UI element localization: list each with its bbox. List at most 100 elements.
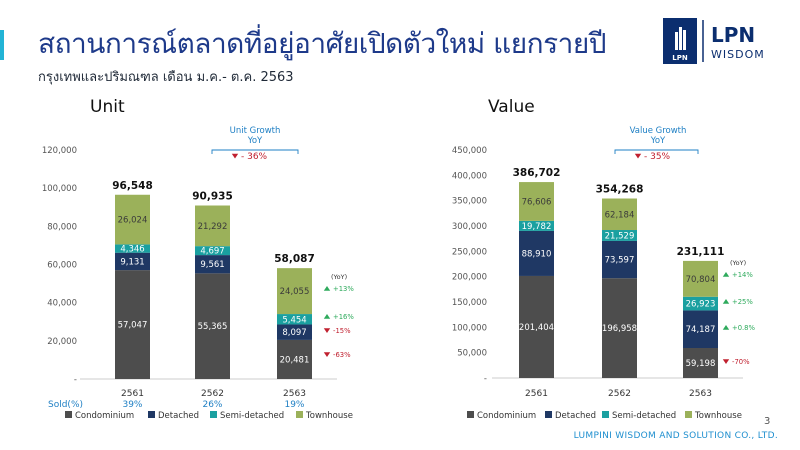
y-tick-label: 250,000	[452, 247, 487, 257]
legend-swatch	[148, 411, 155, 418]
logo-bottom-text: WISDOM	[711, 48, 765, 61]
chart-title: Unit	[90, 97, 125, 117]
y-tick-label: 200,000	[452, 273, 487, 283]
legend-entry: Condominium	[477, 411, 536, 421]
bar-total-label: 354,268	[596, 184, 644, 196]
bar-segment-townhouse	[602, 198, 637, 231]
bar-data-label: 201,404	[519, 323, 554, 333]
bar-segment-condominium	[519, 275, 554, 378]
lpn-wisdom-logo: LPN LPN WISDOM	[663, 18, 765, 64]
y-tick-label: 100,000	[452, 323, 487, 333]
yoy-label: (YoY)	[730, 259, 746, 267]
growth-value: - 35%	[644, 152, 671, 162]
bar-total-label: 231,111	[677, 246, 725, 258]
bar-data-label: 24,055	[280, 287, 310, 297]
bar-segment-semi-detached	[195, 246, 230, 256]
yoy-up-icon	[323, 285, 331, 291]
y-tick-label: 60,000	[47, 261, 77, 271]
bar-data-label: 21,292	[198, 222, 228, 232]
bar-data-label: 62,184	[605, 210, 635, 220]
bar-segment-townhouse	[519, 182, 554, 221]
bar-segment-detached	[602, 240, 637, 279]
bar-segment-townhouse	[683, 260, 718, 297]
x-category-label: 2563	[283, 389, 306, 399]
sold-percent: 19%	[284, 400, 304, 410]
x-category-label: 2562	[608, 389, 631, 399]
y-tick-label: -	[484, 374, 487, 384]
x-category-label: 2563	[689, 389, 712, 399]
y-tick-label: 100,000	[42, 184, 77, 194]
growth-bracket	[211, 149, 299, 154]
bar-segment-semi-detached	[115, 244, 150, 253]
y-tick-label: 300,000	[452, 222, 487, 232]
yoy-value: +16%	[333, 313, 354, 321]
bar-data-label: 26,923	[686, 300, 716, 310]
bar-data-label: 73,597	[605, 256, 635, 266]
bar-segment-detached	[519, 230, 554, 276]
legend-entry: Semi-detached	[220, 411, 284, 421]
legend-swatch	[65, 411, 72, 418]
yoy-value: +14%	[732, 271, 753, 279]
yoy-up-icon	[722, 298, 730, 304]
bar-segment-detached	[277, 324, 312, 340]
sold-percent: 39%	[122, 400, 142, 410]
bar-data-label: 196,958	[602, 324, 637, 334]
legend-swatch	[467, 411, 474, 418]
y-tick-label: 350,000	[452, 197, 487, 207]
growth-bracket	[614, 149, 699, 154]
bar-data-label: 5,454	[282, 315, 306, 325]
bar-segment-semi-detached	[277, 314, 312, 325]
yoy-down-icon	[323, 328, 331, 334]
legend-entry: Semi-detached	[612, 411, 676, 421]
legend-entry: Townhouse	[694, 411, 742, 421]
bar-data-label: 4,697	[200, 247, 224, 257]
legend-swatch	[545, 411, 552, 418]
yoy-value: +0.8%	[732, 324, 756, 332]
bar-data-label: 26,024	[118, 216, 148, 226]
bar-segment-condominium	[683, 348, 718, 378]
x-category-label: 2561	[525, 389, 548, 399]
yoy-up-icon	[722, 271, 730, 277]
slide-title: สถานการณ์ตลาดที่อยู่อาศัยเปิดตัวใหม่ แยก…	[38, 27, 607, 60]
legend-entry: Detached	[158, 411, 199, 421]
bar-data-label: 9,561	[200, 260, 224, 270]
slide-subtitle: กรุงเทพและปริมณฑล เดือน ม.ค.- ต.ค. 2563	[38, 70, 294, 85]
bar-segment-condominium	[277, 339, 312, 379]
yoy-value: -15%	[333, 327, 351, 335]
yoy-value: -63%	[333, 351, 351, 359]
page-number: 3	[764, 416, 771, 427]
yoy-up-icon	[722, 324, 730, 330]
yoy-up-icon	[323, 313, 331, 319]
legend-swatch	[296, 411, 303, 418]
y-tick-label: 120,000	[42, 146, 77, 156]
sold-percent: 26%	[202, 400, 222, 410]
bar-segment-semi-detached	[602, 230, 637, 241]
yoy-value: -70%	[732, 358, 750, 366]
bar-data-label: 70,804	[686, 275, 716, 285]
yoy-label: (YoY)	[331, 273, 347, 281]
growth-subtitle: YoY	[650, 136, 666, 146]
legend-entry: Townhouse	[305, 411, 353, 421]
bar-segment-condominium	[115, 270, 150, 379]
x-category-label: 2562	[201, 389, 224, 399]
legend-entry: Detached	[555, 411, 596, 421]
accent-bar	[0, 30, 4, 60]
bar-data-label: 20,481	[280, 355, 310, 365]
y-tick-label: 80,000	[47, 222, 77, 232]
yoy-down-icon	[323, 352, 331, 358]
logo-badge-text: LPN	[672, 54, 688, 62]
bar-total-label: 96,548	[112, 180, 153, 192]
chart-title: Value	[488, 97, 535, 117]
bar-segment-condominium	[195, 273, 230, 379]
sold-label: Sold(%)	[48, 400, 83, 410]
bar-data-label: 59,198	[686, 359, 716, 369]
legend-swatch	[685, 411, 692, 418]
bar-segment-semi-detached	[683, 296, 718, 311]
bar-total-label: 58,087	[274, 253, 315, 265]
bar-data-label: 88,910	[522, 249, 552, 259]
growth-down-icon	[634, 153, 642, 159]
legend-entry: Condominium	[75, 411, 134, 421]
bar-data-label: 76,606	[522, 197, 552, 207]
bar-data-label: 74,187	[686, 325, 716, 335]
